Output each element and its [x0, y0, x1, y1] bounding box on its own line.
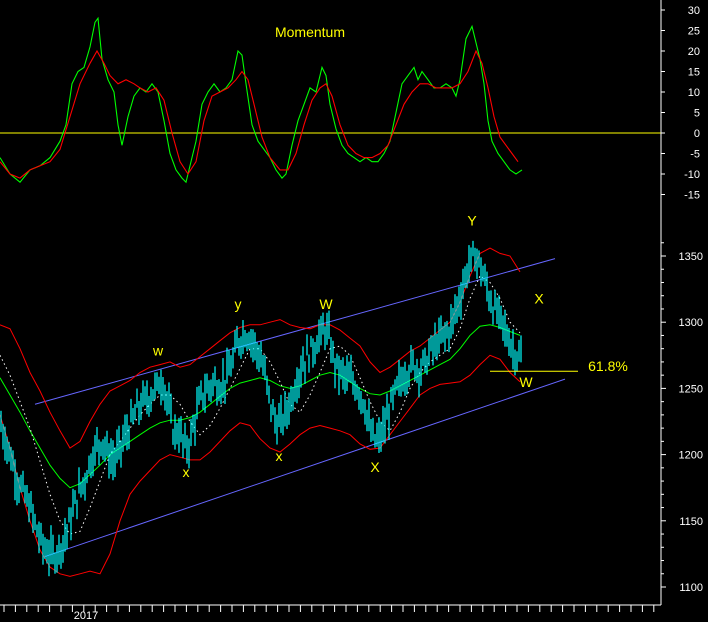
wave-label: 61.8%: [588, 358, 628, 374]
year-label: 2017: [74, 610, 98, 622]
lower-envelope-line: [0, 354, 521, 577]
wave-annotations: w x y x W X Y X W 61.8%: [152, 213, 628, 481]
channel-line: [34, 258, 556, 405]
wave-label: y: [235, 296, 242, 312]
wave-label: W: [519, 374, 533, 390]
price-tick-labels: 1350 1300 1250 1200 1150 1100: [661, 242, 703, 594]
x-axis: [0, 604, 661, 612]
momentum-title: Momentum: [275, 24, 345, 40]
momentum-tick-label: -5: [690, 149, 700, 161]
wave-label: x: [183, 464, 190, 480]
momentum-tick-label: 5: [694, 108, 700, 120]
momentum-tick-label: 25: [688, 26, 700, 38]
momentum-tick-label: 15: [688, 67, 700, 79]
price-tick-label: 1150: [679, 516, 703, 528]
price-bars: [0, 240, 522, 577]
momentum-tick-label: -10: [684, 169, 700, 181]
wave-label: W: [319, 296, 333, 312]
wave-label: X: [534, 291, 544, 307]
momentum-series-line: [0, 16, 523, 184]
wave-label: X: [370, 459, 380, 475]
price-tick-label: 1350: [679, 251, 703, 263]
price-tick-label: 1200: [679, 450, 703, 462]
wave-label: x: [276, 448, 283, 464]
price-tick-label: 1100: [679, 582, 703, 594]
price-tick-label: 1250: [679, 383, 703, 395]
trend-channel: [34, 258, 566, 558]
momentum-series-line: [0, 49, 519, 179]
wave-label: w: [152, 342, 164, 358]
price-tick-label: 1300: [679, 317, 703, 329]
momentum-series: [0, 16, 523, 184]
momentum-tick-label: -15: [684, 190, 700, 202]
momentum-tick-label: 30: [688, 5, 700, 17]
momentum-tick-label: 0: [694, 128, 700, 140]
momentum-tick-label: 10: [688, 87, 700, 99]
envelope-bands: [0, 247, 521, 577]
channel-line: [44, 378, 566, 558]
momentum-tick-label: 20: [688, 46, 700, 58]
upper-envelope-line: [0, 247, 521, 449]
wave-label: Y: [467, 213, 477, 229]
momentum-tick-labels: 30 25 20 15 10 5 0 -5 -10 -15: [661, 5, 700, 202]
